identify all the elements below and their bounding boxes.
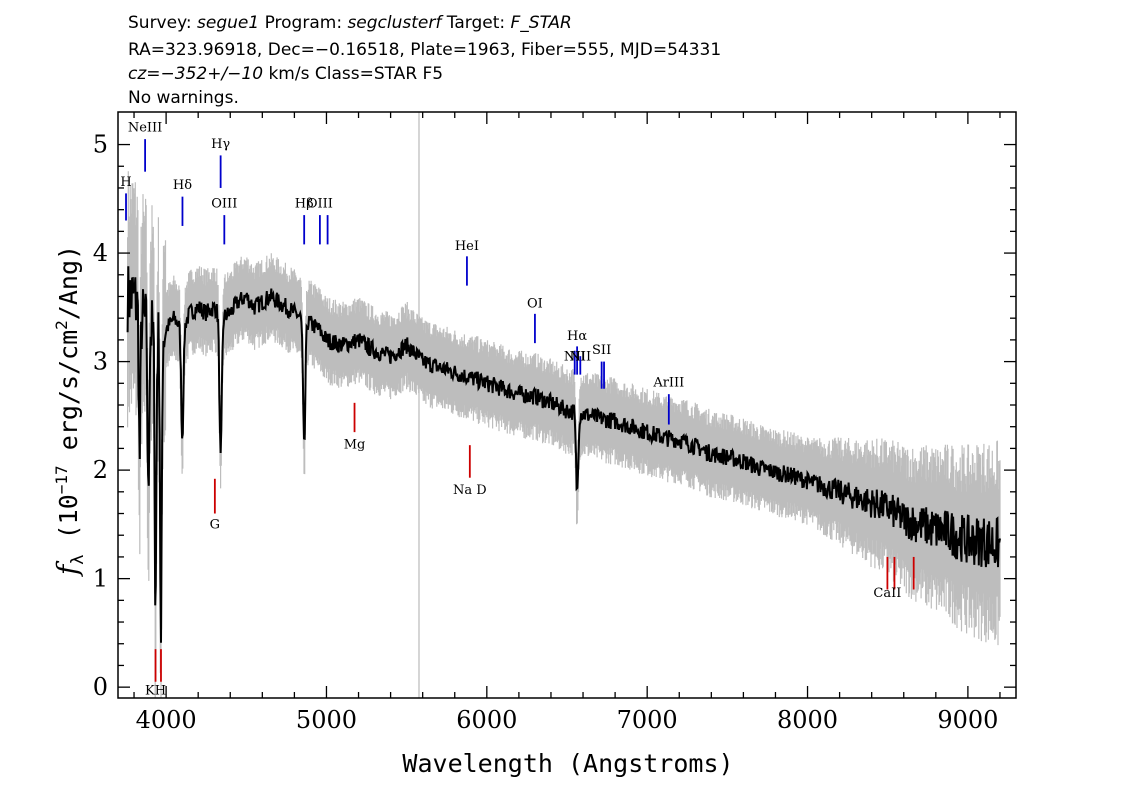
chart-header: Survey: segue1 Program: segclusterf Targ… <box>128 13 721 108</box>
emission-line-label-8: HeI <box>455 239 479 254</box>
emission-line-label-11: Hα <box>567 329 587 344</box>
emission-line-label-15: ArIII <box>652 376 684 391</box>
y-label-lambda: λ <box>68 554 88 564</box>
emission-line-label-3: Hγ <box>211 137 230 152</box>
emission-line-label-5: Hβ <box>295 196 314 211</box>
header-segment-4: Target: <box>441 13 510 33</box>
absorption-line-label-5: CaII <box>873 586 901 601</box>
x-tick-label: 5000 <box>296 706 357 734</box>
header-line-redshift-class: cz=−352+/−10 km/s Class=STAR F5 <box>128 64 443 84</box>
header-segment-5: F_STAR <box>511 13 572 33</box>
emission-line-label-1: NeIII <box>128 121 162 136</box>
header-segment-1: segue1 <box>197 13 259 33</box>
emission-line-label-6: OIII <box>307 196 333 211</box>
y-tick-label: 1 <box>93 565 108 593</box>
y-tick-label: 3 <box>93 348 108 376</box>
absorption-line-label-0: KH <box>145 684 166 699</box>
header-line-coordinates: RA=323.96918, Dec=−0.16518, Plate=1963, … <box>128 40 721 60</box>
emission-line-label-12: NII <box>569 350 591 365</box>
y-label-exponent: −17 <box>52 465 71 494</box>
x-axis-label: Wavelength (Angstroms) <box>402 749 733 778</box>
y-tick-label: 5 <box>93 131 108 159</box>
absorption-line-label-4: Na D <box>453 483 487 498</box>
header-segment-0: cz=−352+/−10 <box>128 64 263 84</box>
plot-clip-group <box>125 112 1001 698</box>
absorption-line-label-3: Mg <box>344 437 366 452</box>
y-axis-label: fλ (10−17 erg/s/cm2/Ang) <box>51 245 88 577</box>
flux-line <box>126 266 1001 643</box>
emission-line-label-13: SII <box>592 343 611 358</box>
x-tick-label: 8000 <box>777 706 838 734</box>
y-tick-label: 2 <box>93 456 108 484</box>
emission-line-label-4: OIII <box>211 196 237 211</box>
emission-line-label-10: NII <box>564 350 586 365</box>
emission-line-label-2: Hδ <box>173 178 192 193</box>
y-label-square: 2 <box>52 320 71 330</box>
emission-line-label-9: OI <box>527 296 543 311</box>
flux-error-band <box>127 171 1001 698</box>
x-tick-label: 4000 <box>136 706 197 734</box>
header-segment-3: segclusterf <box>347 13 444 33</box>
header-segment-2: Program: <box>259 13 347 33</box>
y-label-unit-a: (10 <box>54 494 83 554</box>
y-tick-label: 4 <box>93 239 108 267</box>
header-line-survey: Survey: segue1 Program: segclusterf Targ… <box>128 13 572 33</box>
absorption-line-label-2: G <box>210 518 220 533</box>
y-tick-label: 0 <box>93 673 108 701</box>
header-segment-0: Survey: <box>128 13 197 33</box>
emission-line-label-0: H <box>120 175 131 190</box>
header-line-warnings: No warnings. <box>128 88 239 108</box>
y-label-unit-c: /Ang) <box>54 245 83 320</box>
x-tick-label: 6000 <box>456 706 517 734</box>
y-label-unit-b: erg/s/cm <box>54 330 83 465</box>
header-segment-1: km/s Class=STAR F5 <box>263 64 443 84</box>
x-tick-label: 9000 <box>937 706 998 734</box>
x-tick-label: 7000 <box>617 706 678 734</box>
